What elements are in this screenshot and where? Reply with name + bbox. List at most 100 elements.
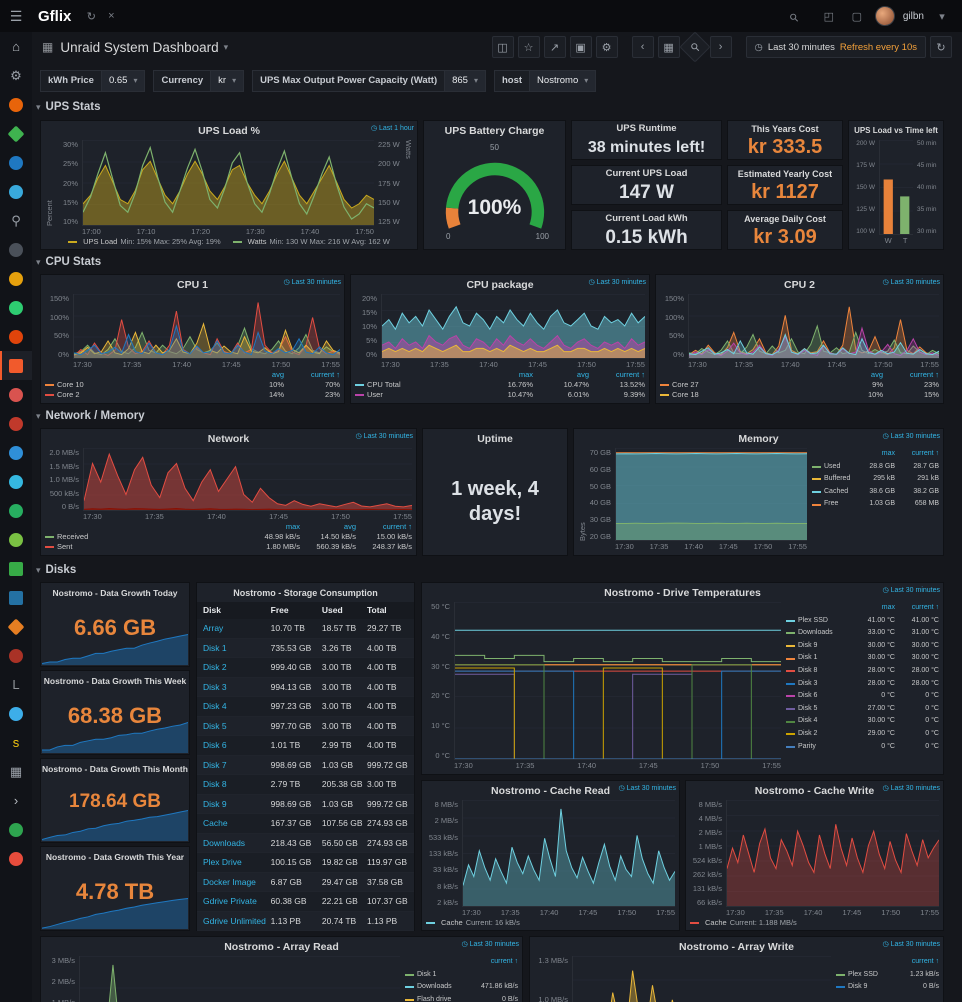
list-row[interactable]: Used 28.8 GB 28.7 GB (812, 461, 939, 474)
sidebar-item-plugin-github-green[interactable] (0, 815, 32, 844)
avatar[interactable] (874, 6, 895, 26)
legend[interactable]: current ↑ Disk 1 Downloads 471.86 kB/s Flas… (400, 956, 518, 1002)
panel-title[interactable]: UPS Battery Charge (444, 124, 545, 137)
save-icon[interactable]: ▣ (569, 36, 592, 58)
list-row[interactable]: Disk 2 29.00 °C 0 °C (786, 728, 939, 741)
list-row[interactable]: UPS Load Min: 15% Max: 25% Avg: 19% (68, 237, 221, 246)
legend[interactable]: max avg current ↑ Received 48.98 kB/s 14.50 … (45, 522, 412, 552)
panel-title[interactable]: CPU package ◷ Last 30 minutes (466, 278, 646, 291)
sidebar-item-plugin-drop[interactable] (0, 699, 32, 728)
legend[interactable]: max current ↑ Used 28.8 GB 28.7 GB Buffered 2… (807, 448, 939, 541)
list-row[interactable]: Plex Drive 100.15 GB 19.82 GB 119.97 GB (197, 853, 414, 873)
legend[interactable]: max current ↑ Plex SSD 41.00 °C 41.00 °C Dow… (781, 602, 939, 760)
array-write-chart[interactable] (572, 956, 831, 1002)
sidebar-item-plugin-orange-diamond[interactable] (0, 612, 32, 641)
sidebar-item-signout[interactable]: › (0, 786, 32, 815)
legend[interactable]: max avg current ↑ CPU Total 16.76% 10.47% 13.… (355, 370, 645, 400)
list-row[interactable]: Downloads 218.43 GB 56.50 GB 274.93 GB (197, 834, 414, 853)
panel-title[interactable]: Nostromo - Drive Temperatures ◷ Last 30 mi… (604, 586, 940, 599)
dashboard-title[interactable]: Unraid System Dashboard (60, 39, 219, 55)
panel-time-range[interactable]: ◷ Last 30 minutes (618, 785, 676, 792)
sidebar-item-plugin-blue-eye[interactable] (0, 438, 32, 467)
list-row[interactable]: Gdrive Unlimited 1.13 PB 20.74 TB 1.13 PB (197, 912, 414, 931)
time-range-picker[interactable]: ◷ Last 30 minutes Refresh every 10s (745, 36, 926, 58)
panel-time-range[interactable]: ◷ Last 1 hour (370, 125, 414, 132)
sidebar-item-plugin-amber[interactable] (0, 264, 32, 293)
add-panel-icon[interactable]: ◫ (491, 36, 514, 58)
panel-time-range[interactable]: ◷ Last 30 minutes (588, 279, 646, 286)
list-row[interactable]: Cache 167.37 GB 107.56 GB 274.93 GB (197, 814, 414, 834)
dashboard-grid-icon[interactable]: ▦ (42, 40, 54, 54)
panel-title[interactable]: Nostromo - Data Growth Today (52, 587, 178, 598)
panel-time-range[interactable]: ◷ Last 30 minutes (461, 941, 519, 948)
list-row[interactable]: Gdrive Private 60.38 GB 22.21 GB 107.37 GB (197, 892, 414, 912)
list-row[interactable]: Sent 1.80 MB/s 560.39 kB/s 248.37 kB/s (45, 542, 412, 552)
panel-time-range[interactable]: ◷ Last 30 minutes (283, 279, 341, 286)
sidebar-item-plugin-lazy[interactable]: L (0, 670, 32, 699)
close-icon[interactable]: × (108, 10, 115, 22)
list-row[interactable]: Disk 6 1.01 TB 2.99 TB 4.00 TB (197, 736, 414, 756)
dashboard-caret-icon[interactable]: ▾ (223, 41, 229, 52)
panel-title[interactable]: UPS Load % ◷ Last 1 hour (198, 124, 414, 137)
list-row[interactable]: Flash drive 0 B/s (405, 994, 518, 1002)
list-row[interactable]: Disk 7 998.69 GB 1.03 GB 999.72 GB (197, 756, 414, 775)
list-row[interactable]: Cache Current: 1.188 MB/s (690, 918, 797, 927)
panel-title[interactable]: Average Daily Cost (744, 213, 826, 224)
sidebar-item-plugin-maroon[interactable] (0, 641, 32, 670)
zoom-out-icon[interactable]: ⚲ (678, 31, 711, 63)
list-row[interactable]: Core 2 14% 23% (45, 390, 340, 400)
list-row[interactable]: Core 27 9% 23% (660, 380, 939, 390)
array-read-chart[interactable] (79, 956, 400, 1002)
sidebar-item-plugin-lime[interactable] (0, 525, 32, 554)
list-row[interactable]: Disk 8 2.79 TB 205.38 GB 3.00 TB (197, 775, 414, 795)
sidebar-item-plugin-green2[interactable] (0, 496, 32, 525)
sidebar-item-plugin-lightblue[interactable] (0, 467, 32, 496)
panel-title[interactable]: Nostromo - Array Write ◷ Last 30 minutes (679, 940, 940, 953)
panel-title[interactable]: Network ◷ Last 30 minutes (207, 432, 413, 445)
section-cpu-stats[interactable]: ▾ CPU Stats (36, 256, 102, 268)
sidebar-item-plugin-orange[interactable] (0, 90, 32, 119)
list-row[interactable]: Free 1.03 GB 658 MB (812, 498, 939, 511)
search-icon[interactable]: ⚲ (787, 11, 802, 26)
list-row[interactable]: Disk 9 998.69 GB 1.03 GB 999.72 GB (197, 795, 414, 814)
sidebar-item-plugin-red-circle[interactable] (0, 844, 32, 873)
kiosk-mode-icon[interactable]: ▢ (851, 10, 863, 23)
star-icon[interactable]: ☆ (517, 36, 540, 58)
panel-time-range[interactable]: ◷ Last 30 minutes (882, 279, 940, 286)
panel-title[interactable]: CPU 2 ◷ Last 30 minutes (784, 278, 940, 291)
list-row[interactable]: Currency kr (153, 70, 245, 92)
settings-gear-icon[interactable]: ⚙ (595, 36, 618, 58)
list-row[interactable]: Downloads 33.00 °C 31.00 °C (786, 627, 939, 640)
time-back-icon[interactable]: ‹ (631, 36, 654, 58)
legend[interactable]: Cache Current: 16 kB/s (426, 918, 675, 927)
panel-title[interactable]: Nostromo - Array Read ◷ Last 30 minutes (224, 940, 519, 953)
legend[interactable]: Cache Current: 1.188 MB/s (690, 918, 939, 927)
user-caret-icon[interactable]: ▾ (939, 10, 945, 23)
section-ups-stats[interactable]: ▾ UPS Stats (36, 101, 101, 113)
bar-chart[interactable] (879, 140, 913, 235)
panel-title[interactable]: Nostromo - Data Growth This Week (43, 675, 187, 686)
panel-time-range[interactable]: ◷ Last 30 minutes (882, 433, 940, 440)
list-row[interactable]: User 10.47% 6.01% 9.39% (355, 390, 645, 400)
legend[interactable]: avg current ↑ Core 10 10% 70% Core 2 14% 23% (45, 370, 340, 400)
panel-time-range[interactable]: ◷ Last 30 minutes (882, 587, 940, 594)
list-row[interactable]: Disk 8 28.00 °C 28.00 °C (786, 665, 939, 678)
panel-title[interactable]: Current Load kWh (605, 213, 688, 224)
list-row[interactable]: Downloads 471.86 kB/s (405, 981, 518, 994)
list-row[interactable]: Cached 38.6 GB 38.2 GB (812, 486, 939, 499)
list-row[interactable]: Disk 4 30.00 °C 0 °C (786, 715, 939, 728)
sidebar-item-plugin-building[interactable]: ▦ (0, 757, 32, 786)
list-row[interactable]: Disk 4 997.23 GB 3.00 TB 4.00 TB (197, 697, 414, 717)
battery-gauge[interactable]: 0 50 100 100% (424, 140, 565, 249)
refresh-dashboard-icon[interactable]: ↻ (930, 36, 952, 58)
sidebar-item-plugin-red-orange[interactable] (0, 322, 32, 351)
sidebar-item-plugin-green-diamond[interactable] (0, 119, 32, 148)
panel-title[interactable]: UPS Load vs Time left (854, 126, 938, 135)
panel-title[interactable]: Nostromo - Cache Read ◷ Last 30 minutes (490, 784, 676, 797)
list-row[interactable]: Core 10 10% 70% (45, 380, 340, 390)
calendar-icon[interactable]: ▦ (657, 36, 680, 58)
panel-title[interactable]: Current UPS Load (605, 168, 688, 179)
